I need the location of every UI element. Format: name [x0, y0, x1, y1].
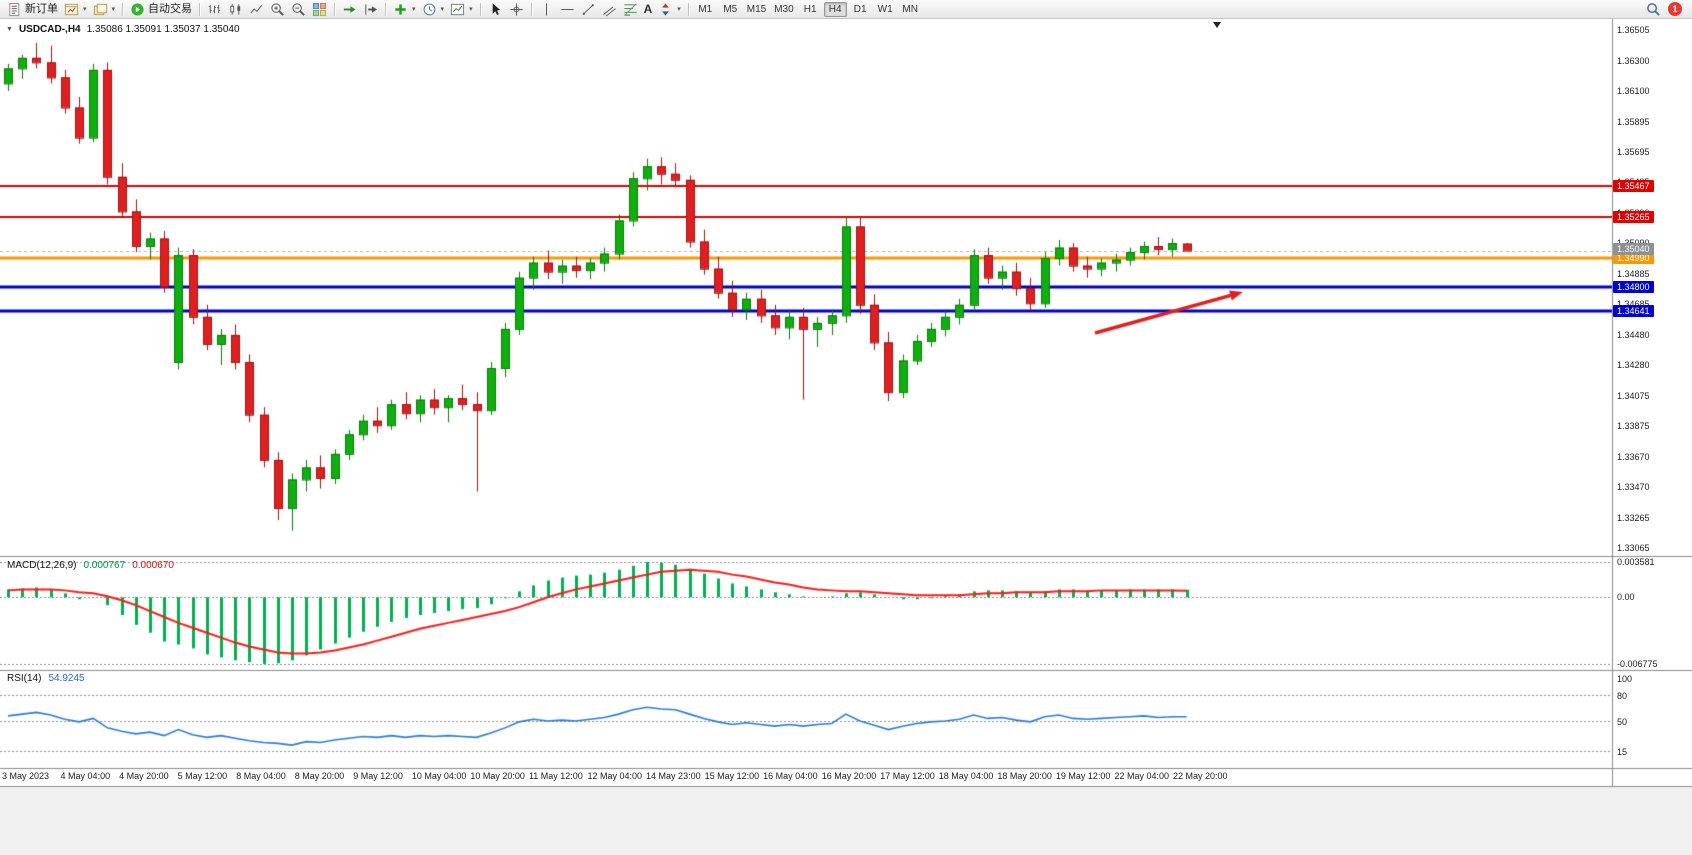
- profiles-icon: [93, 2, 108, 17]
- toolbar-separator: [530, 2, 532, 16]
- toolbar-separator: [334, 2, 336, 16]
- crosshair-tool-button[interactable]: [506, 1, 527, 18]
- chevron-down-icon: ▾: [83, 5, 87, 13]
- fibonacci-icon: [623, 2, 638, 17]
- bar-chart-icon: [207, 2, 222, 17]
- auto-trading-icon: [130, 2, 145, 17]
- fibonacci-tool-button[interactable]: [620, 1, 641, 18]
- chevron-down-icon: ▾: [111, 5, 116, 13]
- horizontal-line-icon: [560, 2, 575, 17]
- line-chart-icon: [249, 2, 264, 17]
- zoom-out-button[interactable]: [288, 1, 309, 18]
- new-chart-icon: [64, 2, 79, 17]
- macd-label: MACD(12,26,9): [7, 560, 77, 571]
- chevron-down-icon: ▾: [469, 5, 473, 13]
- chevron-down-icon: ▾: [412, 5, 416, 13]
- indicators-plus-icon: [393, 2, 408, 17]
- cursor-tool-button[interactable]: [485, 1, 506, 18]
- tile-windows-icon: [312, 2, 327, 17]
- timeframe-button-h4[interactable]: H4: [823, 1, 847, 17]
- toolbar-separator: [122, 2, 124, 16]
- channel-tool-button[interactable]: [599, 1, 620, 18]
- chart-ohlc-values: 1.35086 1.35091 1.35037 1.35040: [86, 24, 240, 35]
- timeframe-button-m5[interactable]: M5: [719, 2, 742, 17]
- timeframe-button-d1[interactable]: D1: [849, 2, 872, 17]
- chevron-down-icon: ▾: [440, 5, 445, 13]
- timeframe-button-m1[interactable]: M1: [694, 2, 717, 17]
- toolbar-separator: [479, 2, 481, 16]
- new-order-icon: [7, 2, 22, 17]
- timeframe-buttons: M1 M5 M15 M30 H1 H4 D1 W1 MN: [693, 1, 923, 17]
- timeframe-button-m30[interactable]: M30: [771, 2, 796, 17]
- text-tool-icon: A: [643, 1, 653, 16]
- profiles-button[interactable]: ▾: [90, 1, 119, 18]
- timeframe-button-mn[interactable]: MN: [899, 2, 922, 17]
- chart-shift-button[interactable]: [360, 1, 381, 18]
- arrows-tool-button[interactable]: ▾: [655, 1, 684, 18]
- timeframe-button-h1[interactable]: H1: [799, 2, 822, 17]
- chart-shift-icon: [363, 2, 378, 17]
- new-chart-button[interactable]: ▾: [61, 1, 90, 18]
- search-icon: [1646, 2, 1661, 17]
- timeframe-button-m15[interactable]: M15: [744, 2, 769, 17]
- template-icon: [450, 2, 465, 17]
- trendline-icon: [581, 2, 596, 17]
- clock-icon: [422, 2, 437, 17]
- candlestick-icon: [228, 2, 243, 17]
- auto-scroll-button[interactable]: [339, 1, 360, 18]
- bar-chart-mode-button[interactable]: [204, 1, 225, 18]
- macd-main-value: 0.000767: [83, 560, 126, 571]
- zoom-in-button[interactable]: [267, 1, 288, 18]
- arrows-tool-icon: [658, 2, 673, 17]
- zoom-out-icon: [291, 2, 306, 17]
- vertical-line-icon: [539, 2, 554, 17]
- templates-button[interactable]: ▾: [447, 1, 476, 18]
- text-tool-button[interactable]: A: [641, 1, 656, 18]
- zoom-in-icon: [270, 2, 285, 17]
- search-button[interactable]: [1643, 1, 1664, 18]
- rsi-label: RSI(14): [7, 673, 42, 684]
- indicators-button[interactable]: ▾: [390, 1, 419, 18]
- cursor-arrow-icon: [488, 2, 503, 17]
- rsi-header: RSI(14) 54.9245: [7, 673, 85, 684]
- trendline-tool-button[interactable]: [578, 1, 599, 18]
- macd-header: MACD(12,26,9) 0.000767 0.000670: [7, 560, 174, 571]
- toolbar-separator: [199, 2, 201, 16]
- chart-symbol-title: USDCAD-,H4: [18, 24, 81, 35]
- line-chart-mode-button[interactable]: [246, 1, 267, 18]
- auto-scroll-icon: [342, 2, 357, 17]
- auto-trading-label: 自动交易: [148, 2, 193, 15]
- main-toolbar: 新订单 ▾ ▾ 自动交易 ▾ ▾ ▾ A ▾ M1 M5 M15 M: [0, 0, 1692, 19]
- tile-windows-button[interactable]: [309, 1, 330, 18]
- new-order-label: 新订单: [25, 2, 58, 15]
- one-click-trading-arrow[interactable]: ▼: [6, 26, 13, 33]
- channel-icon: [602, 2, 617, 17]
- horizontal-line-tool-button[interactable]: [557, 1, 578, 18]
- toolbar-separator: [687, 2, 689, 16]
- vertical-line-tool-button[interactable]: [536, 1, 557, 18]
- new-order-button[interactable]: 新订单: [4, 1, 61, 18]
- rsi-value: 54.9245: [48, 673, 85, 684]
- toolbar-separator: [385, 2, 387, 16]
- periods-button[interactable]: ▾: [419, 1, 448, 18]
- notification-badge[interactable]: 1: [1668, 2, 1682, 16]
- auto-trading-button[interactable]: 自动交易: [127, 1, 195, 18]
- macd-signal-value: 0.000670: [132, 560, 174, 571]
- chart-header: ▼ USDCAD-,H4 1.35086 1.35091 1.35037 1.3…: [6, 24, 240, 35]
- candlestick-mode-button[interactable]: [225, 1, 246, 18]
- chart-shift-marker[interactable]: [1213, 22, 1221, 28]
- chevron-down-icon: ▾: [677, 5, 681, 13]
- timeframe-button-w1[interactable]: W1: [874, 2, 897, 17]
- crosshair-icon: [509, 2, 524, 17]
